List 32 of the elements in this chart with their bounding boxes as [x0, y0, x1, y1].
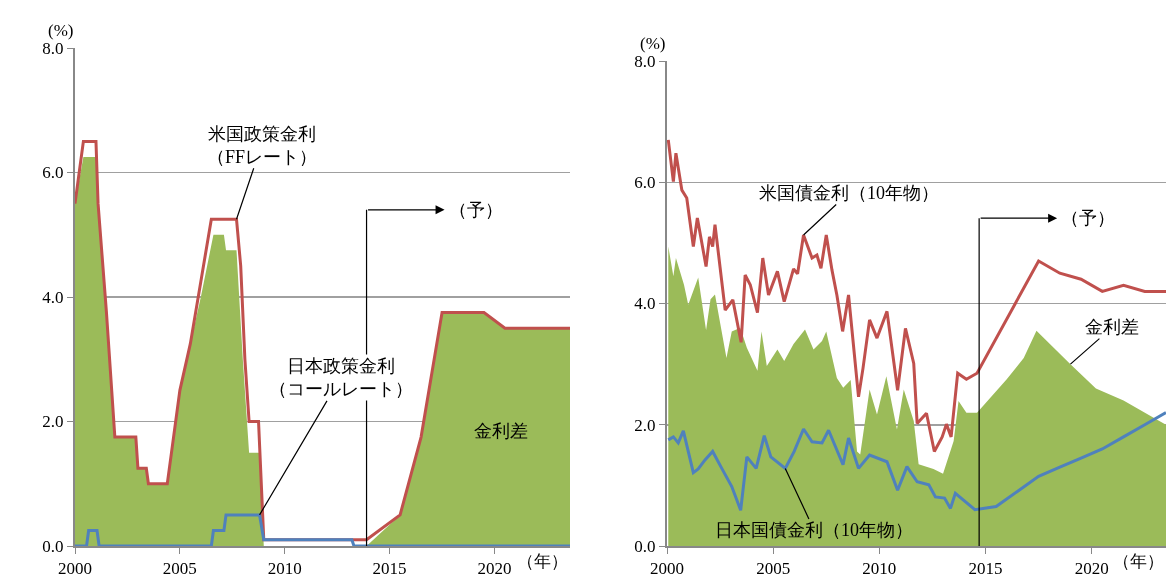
x-tick-label: 2020: [477, 559, 512, 579]
text: 米国債金利（10年物）: [759, 183, 939, 203]
series-label: 日本国債金利（10年物）: [715, 520, 913, 540]
x-tick-label: 2005: [756, 559, 791, 579]
ref-line-label: （予）: [1061, 208, 1115, 228]
line-series: [667, 411, 1166, 512]
x-tick-label: 2005: [162, 559, 197, 579]
x-axis-title: （年）: [517, 552, 568, 571]
ref-line-label: （予）: [449, 200, 503, 220]
y-axis-title: (%): [640, 34, 666, 53]
y-tick-label: 0.0: [42, 536, 64, 556]
y-tick-label: 0.0: [634, 536, 656, 556]
y-axis-title: (%): [48, 21, 74, 40]
series-label: 金利差: [474, 421, 528, 441]
series-label: 金利差: [1085, 317, 1139, 337]
x-tick-label: 2000: [650, 559, 684, 579]
y-tick-label: 4.0: [42, 287, 64, 307]
y-tick-label: 2.0: [42, 412, 64, 432]
x-tick-label: 2000: [58, 559, 92, 579]
text: 米国政策金利（FFレート）: [207, 124, 318, 168]
text: 日本政策金利（コールレート）: [269, 356, 413, 400]
line-series: [667, 138, 1166, 453]
x-tick-label: 2015: [968, 559, 1003, 579]
x-tick-label: 2015: [372, 559, 407, 579]
y-tick-label: 2.0: [634, 415, 656, 435]
x-tick-label: 2010: [862, 559, 897, 579]
x-axis-title: （年）: [1113, 552, 1164, 571]
y-tick-label: 4.0: [634, 294, 656, 314]
x-tick-label: 2010: [267, 559, 302, 579]
y-tick-label: 6.0: [42, 163, 64, 183]
y-tick-label: 6.0: [634, 173, 656, 193]
x-tick-label: 2020: [1074, 559, 1109, 579]
